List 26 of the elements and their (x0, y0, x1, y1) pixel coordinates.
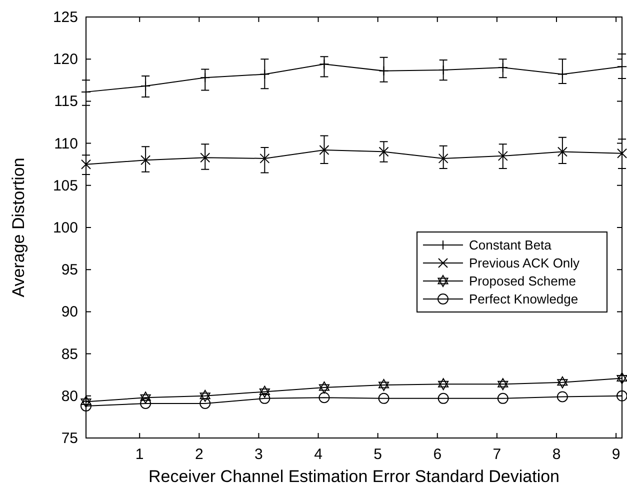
y-tick-label: 105 (52, 177, 78, 194)
x-tick-label: 7 (492, 446, 502, 463)
legend-label: Constant Beta (469, 238, 552, 252)
y-tick-label: 80 (61, 388, 78, 405)
y-tick-label: 100 (52, 220, 78, 236)
y-tick-label: 85 (61, 346, 78, 363)
x-tick-label: 6 (433, 446, 442, 463)
legend-label: Perfect Knowledge (469, 292, 578, 306)
legend-label: Proposed Scheme (469, 274, 576, 288)
y-tick-label: 95 (61, 262, 78, 279)
y-tick-label: 125 (52, 9, 78, 26)
y-axis-title: Average Distortion (9, 158, 28, 298)
x-tick-label: 3 (254, 446, 263, 463)
x-tick-label: 5 (374, 446, 382, 463)
x-tick-label: 8 (552, 446, 561, 463)
x-tick-label: 1 (135, 446, 144, 463)
x-tick-label: 2 (194, 446, 204, 463)
legend-label: Previous ACK Only (469, 256, 580, 270)
y-tick-label: 110 (54, 135, 78, 152)
x-tick-label: 9 (612, 446, 620, 463)
y-tick-label: 90 (61, 304, 78, 321)
x-axis-title: Receiver Channel Estimation Error Standard Deviation (148, 467, 560, 486)
y-tick-label: 115 (54, 93, 78, 110)
y-tick-label: 120 (52, 51, 78, 68)
y-tick-label: 75 (61, 430, 78, 447)
x-tick-label: 4 (314, 446, 322, 463)
